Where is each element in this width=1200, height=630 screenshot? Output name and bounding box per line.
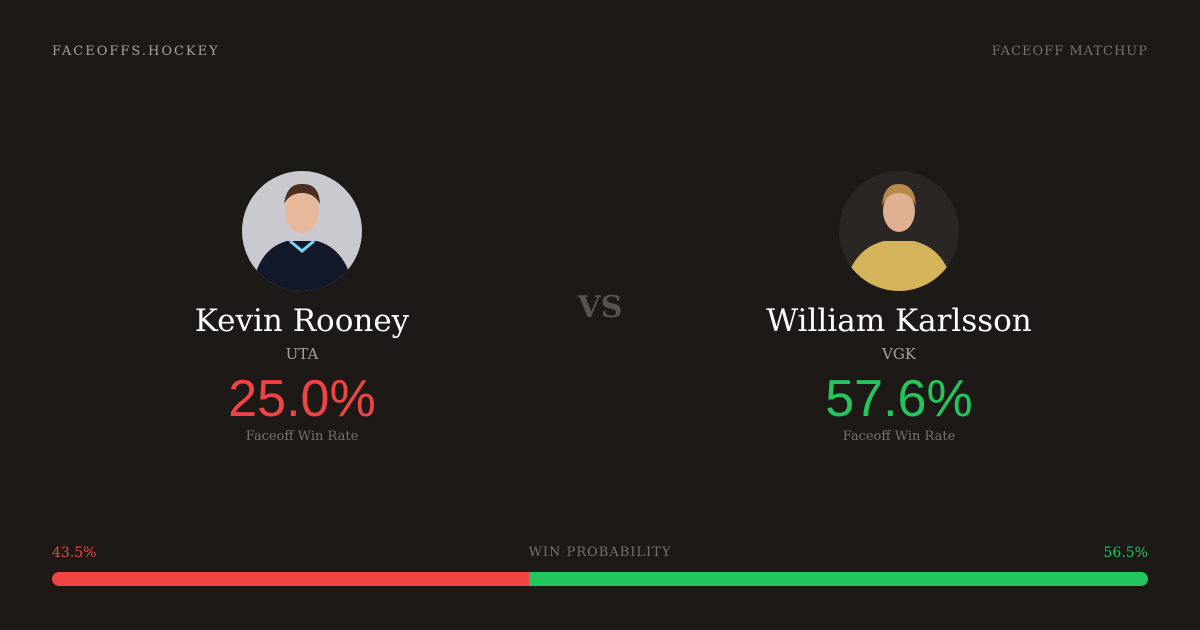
win-rate-label: Faceoff Win Rate xyxy=(245,429,359,444)
player-name: William Karlsson xyxy=(766,303,1032,339)
probability-bar xyxy=(52,572,1148,586)
player-avatar xyxy=(839,171,959,291)
player-avatar xyxy=(242,171,362,291)
player-team: UTA xyxy=(285,345,319,363)
win-rate-label: Faceoff Win Rate xyxy=(842,429,956,444)
player-right: William Karlsson VGK 57.6% Faceoff Win R… xyxy=(699,171,1099,444)
site-brand: FACEOFFS.HOCKEY xyxy=(52,44,220,59)
player-photo-icon xyxy=(242,171,362,291)
right-probability-segment xyxy=(528,572,1148,586)
faceoff-win-rate: 57.6% xyxy=(825,370,973,428)
left-probability-segment xyxy=(52,572,529,586)
player-left: Kevin Rooney UTA 25.0% Faceoff Win Rate xyxy=(102,171,502,444)
win-probability-label: WIN PROBABILITY xyxy=(528,545,672,560)
faceoff-win-rate: 25.0% xyxy=(228,370,376,428)
player-team: VGK xyxy=(881,345,917,363)
vs-label: VS xyxy=(577,290,623,325)
page-tag: FACEOFF MATCHUP xyxy=(991,44,1148,59)
right-probability: 56.5% xyxy=(1103,545,1148,561)
player-name: Kevin Rooney xyxy=(194,303,410,339)
left-probability: 43.5% xyxy=(52,545,97,561)
player-photo-icon xyxy=(839,171,959,291)
win-probability: 43.5% WIN PROBABILITY 56.5% xyxy=(52,545,1148,586)
